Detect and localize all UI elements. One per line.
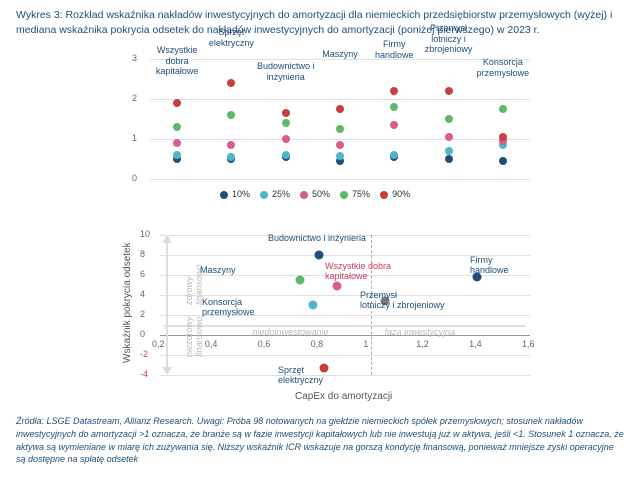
legend-swatch [380, 191, 388, 199]
data-point [173, 99, 181, 107]
data-point [282, 135, 290, 143]
legend-swatch [220, 191, 228, 199]
point-label: Maszyny [200, 265, 236, 275]
point-label: Wszystkie dobrakapitałowe [325, 261, 391, 281]
data-point [390, 121, 398, 129]
data-point [173, 139, 181, 147]
data-point [445, 155, 453, 163]
category-label: Wszystkiedobrakapitałowe [142, 45, 212, 76]
point-label: Sprzętelektryczny [278, 365, 323, 385]
data-point [336, 125, 344, 133]
category-label: Konsorcjaprzemysłowe [468, 57, 538, 78]
data-point [333, 282, 342, 291]
data-point [173, 151, 181, 159]
legend-label: 25% [272, 189, 290, 199]
point-label: Budownictwo i inżynieria [268, 233, 366, 243]
y-tick: -4 [140, 369, 148, 379]
data-point [390, 87, 398, 95]
category-label: Sprzętelektryczny [196, 27, 266, 48]
y-tick: 6 [140, 269, 145, 279]
category-label: Przemysłlotniczy izbrojeniowy [414, 23, 484, 54]
data-point [227, 79, 235, 87]
data-point [390, 151, 398, 159]
data-point [445, 133, 453, 141]
data-point [445, 147, 453, 155]
data-point [296, 276, 305, 285]
y-tick: 0 [132, 173, 137, 183]
legend: 10% 25% 50% 75% 90% [220, 189, 410, 199]
legend-swatch [260, 191, 268, 199]
x-tick: 0,6 [258, 339, 271, 349]
quad-label-under: niedoinwestowanie [253, 327, 329, 337]
x-tick: 1 [363, 339, 368, 349]
x-axis-label: CapEx do amortyzacji [295, 391, 392, 402]
y-tick: 10 [140, 229, 150, 239]
x-tick: 1,6 [522, 339, 535, 349]
point-label: Przemysłlotniczy i zbrojeniowy [360, 290, 445, 310]
x-tick: 0,2 [152, 339, 165, 349]
legend-label: 50% [312, 189, 330, 199]
legend-label: 10% [232, 189, 250, 199]
chart-scatter: -4-202468100,20,40,60,811,21,41,6zdrowyf… [90, 221, 550, 401]
page: Wykres 3: Rozkład wskaźnika nakładów inw… [0, 0, 640, 478]
data-point [173, 123, 181, 131]
data-point [227, 111, 235, 119]
data-point [390, 103, 398, 111]
data-point [314, 251, 323, 260]
x-tick: 0,8 [311, 339, 324, 349]
quad-label-phase: faza inwestycyjna [385, 327, 456, 337]
x-tick: 1,4 [469, 339, 482, 349]
data-point [282, 151, 290, 159]
data-point [445, 87, 453, 95]
category-label: Budownictwo iinżynieria [251, 61, 321, 82]
chart-distribution: 0123WszystkiedobrakapitałoweSprzętelektr… [90, 49, 550, 209]
data-point [309, 301, 318, 310]
point-label: Konsorcjaprzemysłowe [202, 297, 255, 317]
data-point [227, 153, 235, 161]
y-tick: 2 [132, 93, 137, 103]
data-point [336, 141, 344, 149]
y-tick: 4 [140, 289, 145, 299]
data-point [499, 133, 507, 141]
x-tick: 1,2 [416, 339, 429, 349]
legend-swatch [300, 191, 308, 199]
legend-swatch [340, 191, 348, 199]
point-label: Firmyhandlowe [470, 255, 509, 275]
data-point [227, 141, 235, 149]
y-tick: 1 [132, 133, 137, 143]
y-tick: 0 [140, 329, 145, 339]
x-tick: 0,4 [205, 339, 218, 349]
y-tick: -2 [140, 349, 148, 359]
legend-label: 75% [352, 189, 370, 199]
y-tick: 2 [140, 309, 145, 319]
data-point [336, 152, 344, 160]
quad-label-unhealthy: niezdrowyfinansowo [184, 317, 204, 358]
chart-footnote: Źródła: LSGE Datastream, Allianz Researc… [16, 415, 624, 465]
data-point [282, 119, 290, 127]
y-tick: 3 [132, 53, 137, 63]
y-axis-label: Wskaźnik pokrycia odsetek [122, 243, 133, 364]
data-point [445, 115, 453, 123]
data-point [336, 105, 344, 113]
chart-title: Wykres 3: Rozkład wskaźnika nakładów inw… [16, 8, 624, 37]
legend-label: 90% [392, 189, 410, 199]
data-point [499, 157, 507, 165]
y-tick: 8 [140, 249, 145, 259]
data-point [499, 105, 507, 113]
data-point [282, 109, 290, 117]
